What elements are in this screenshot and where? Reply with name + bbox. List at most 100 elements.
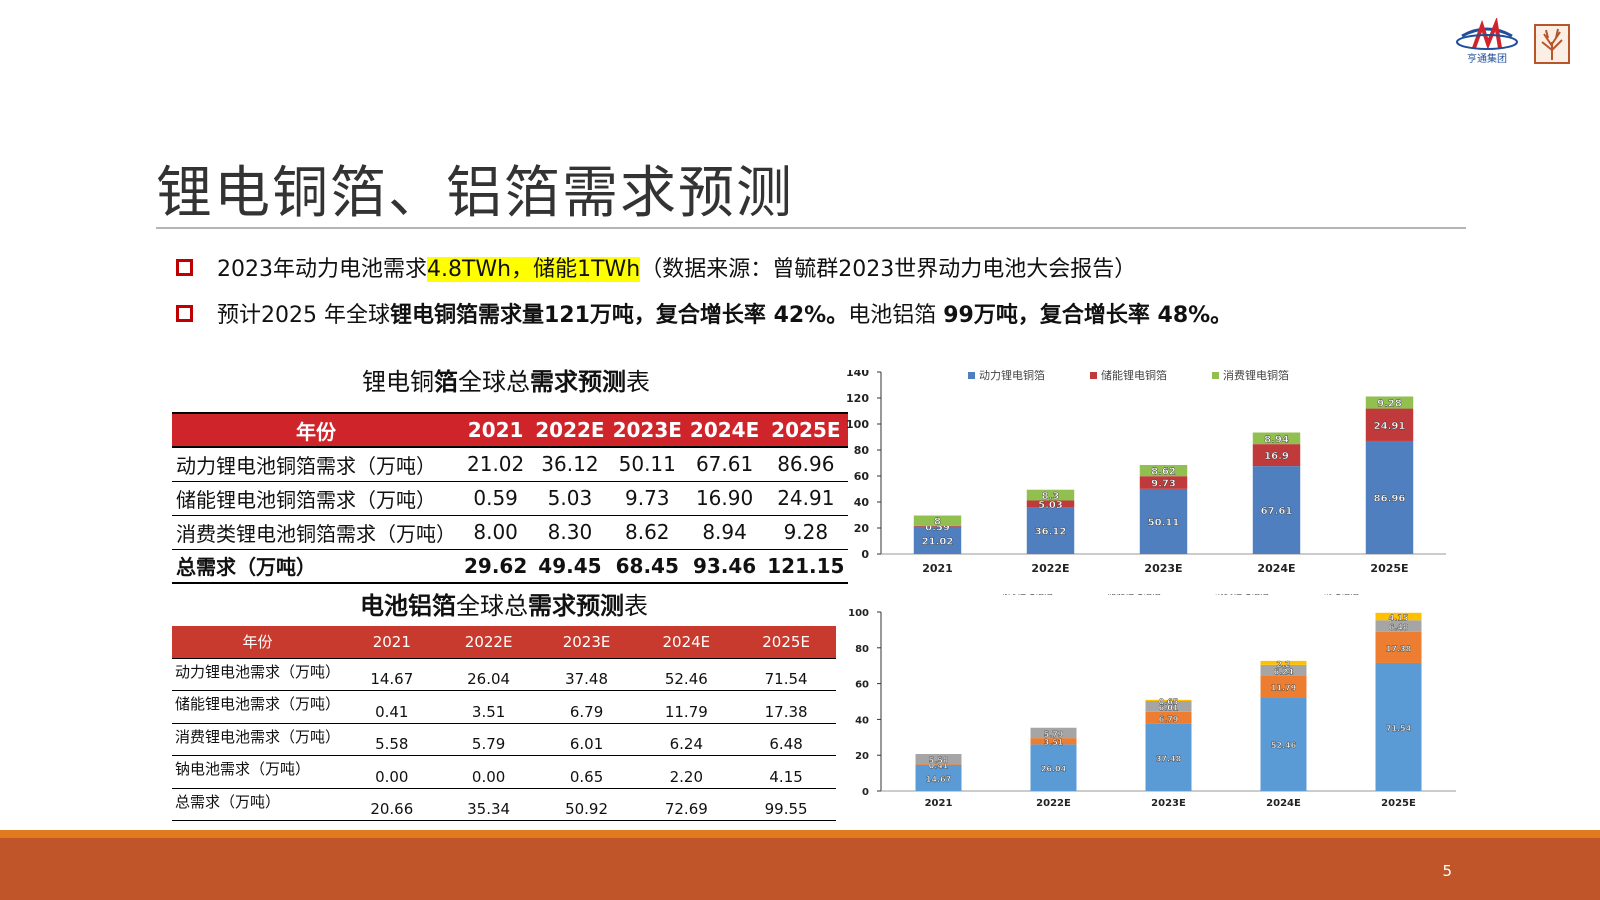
table-cell: 9.73 bbox=[608, 481, 686, 516]
data-label: 67.61 bbox=[1261, 506, 1293, 517]
bar-segment bbox=[1375, 631, 1422, 663]
bullet-list: 2023年动力电池需求4.8TWh，储能1TWh（数据来源：曾毓群2023世界动… bbox=[176, 244, 1476, 336]
legend-swatch bbox=[1212, 372, 1219, 379]
table-cell: 2.20 bbox=[636, 755, 737, 789]
row-label: 动力锂电池需求（万吨） bbox=[172, 658, 344, 691]
table-cell: 24.91 bbox=[763, 481, 849, 516]
table-cell: 9.28 bbox=[763, 515, 849, 550]
bar-segment bbox=[1145, 699, 1192, 701]
table-header-cell: 2024E bbox=[636, 626, 737, 659]
y-tick-label: 80 bbox=[855, 644, 869, 655]
data-label: 6.24 bbox=[1274, 667, 1294, 676]
bar-segment bbox=[1139, 488, 1188, 554]
table-cell: 52.46 bbox=[636, 658, 737, 691]
bullet-text-part: （数据来源：曾毓群2023世界动力电池大会报告） bbox=[640, 257, 1137, 282]
table-cell: 11.79 bbox=[636, 690, 737, 724]
table-cell: 50.92 bbox=[536, 788, 637, 821]
data-label: 14.67 bbox=[926, 775, 951, 784]
table-header-cell: 2025E bbox=[736, 626, 836, 659]
table-row: 消费锂电池需求（万吨） 5.58 5.79 6.01 6.24 6.48 bbox=[172, 723, 836, 756]
table-cell: 49.45 bbox=[531, 549, 609, 584]
x-tick-label: 2021 bbox=[925, 798, 953, 809]
data-label: 17.38 bbox=[1386, 644, 1412, 653]
row-label: 钠电池需求（万吨） bbox=[172, 755, 344, 789]
table-cell: 29.62 bbox=[460, 549, 532, 584]
table-header-cell: 2024E bbox=[685, 412, 764, 448]
bar-segment bbox=[1252, 444, 1301, 467]
table-header-cell: 2022E bbox=[440, 626, 537, 659]
copper-title-part: 需求预测 bbox=[530, 368, 626, 396]
square-bullet-icon bbox=[176, 304, 193, 322]
bar-segment bbox=[1252, 432, 1301, 445]
table-header-cell: 2021 bbox=[460, 412, 532, 448]
table-cell: 72.69 bbox=[636, 788, 737, 821]
data-label: 36.12 bbox=[1035, 527, 1067, 538]
bar-segment bbox=[1139, 476, 1188, 489]
tree-logo-icon bbox=[1534, 24, 1570, 64]
data-label: 6.48 bbox=[1389, 623, 1409, 632]
bar-segment bbox=[1026, 489, 1075, 501]
table-row: 储能锂电池需求（万吨） 0.41 3.51 6.79 11.79 17.38 bbox=[172, 690, 836, 724]
bar-segment bbox=[1260, 697, 1307, 791]
table-cell: 5.58 bbox=[343, 723, 441, 756]
table-row: 钠电池需求（万吨） 0.00 0.00 0.65 2.20 4.15 bbox=[172, 755, 836, 789]
table-cell: 0.00 bbox=[440, 755, 537, 789]
data-label: 3.51 bbox=[1044, 738, 1064, 747]
table-cell: 0.41 bbox=[343, 690, 441, 724]
data-label: 5.03 bbox=[1038, 500, 1063, 511]
bar-segment bbox=[1030, 727, 1077, 739]
data-label: 37.48 bbox=[1156, 754, 1182, 763]
bullet-item: 2023年动力电池需求4.8TWh，储能1TWh（数据来源：曾毓群2023世界动… bbox=[176, 244, 1476, 290]
x-tick-label: 2024E bbox=[1257, 562, 1295, 575]
row-label: 动力锂电池铜箔需求（万吨） bbox=[172, 447, 460, 482]
legend-entry: 储能锂电铝箔 bbox=[1107, 594, 1161, 597]
row-label: 储能锂电池铜箔需求（万吨） bbox=[172, 481, 460, 516]
data-label: 6.79 bbox=[1159, 715, 1179, 724]
copper-stacked-bar-chart: 0 20 40 60 80 100 120 140 21.02 0.59 8 2021 36.12 5.0… bbox=[846, 370, 1476, 588]
data-label: 26.04 bbox=[1041, 765, 1067, 774]
bullet-bold: 锂电铜箔需求量121万吨，复合增长率 42%。 bbox=[389, 303, 849, 328]
table-cell: 99.55 bbox=[736, 788, 836, 821]
x-tick-label: 2025E bbox=[1370, 562, 1408, 575]
data-label: 2.2 bbox=[1276, 660, 1290, 669]
table-cell: 5.79 bbox=[440, 723, 537, 756]
table-cell: 5.03 bbox=[531, 481, 609, 516]
table-cell: 68.45 bbox=[608, 549, 686, 584]
data-label: 4.15 bbox=[1389, 614, 1409, 623]
bar-segment bbox=[1260, 675, 1307, 698]
bar-segment bbox=[915, 754, 962, 765]
data-label: 8.3 bbox=[1042, 491, 1060, 502]
footer-bar bbox=[0, 830, 1600, 900]
data-label: 0.65 bbox=[1159, 697, 1179, 706]
aluminum-table-title: 电池铝箔全球总需求预测表 bbox=[172, 586, 836, 621]
bar-segment bbox=[1026, 507, 1075, 554]
bullet-text-part: 预计2025 年全球 bbox=[217, 303, 390, 328]
table-cell: 3.51 bbox=[440, 690, 537, 724]
table-header-cell: 2022E bbox=[531, 412, 609, 448]
bar-segment bbox=[913, 515, 962, 526]
data-label: 71.54 bbox=[1386, 724, 1412, 733]
bullet-text-part: 电池铝箔 bbox=[848, 303, 944, 328]
table-cell: 6.79 bbox=[536, 690, 637, 724]
bar-segment bbox=[1375, 612, 1422, 621]
legend-swatch bbox=[968, 372, 975, 379]
table-cell: 50.11 bbox=[608, 447, 686, 482]
bar-segment bbox=[1030, 738, 1077, 745]
legend-swatch bbox=[1090, 372, 1097, 379]
bar-segment bbox=[915, 764, 962, 791]
aluminum-title-part: 需求预测 bbox=[528, 592, 624, 620]
copper-demand-table: 年份 2021 2022E 2023E 2024E 2025E 动力锂电池铜箔需求（万吨）… bbox=[172, 412, 849, 584]
bar-segment bbox=[1365, 440, 1414, 554]
table-cell: 20.66 bbox=[343, 788, 441, 821]
bar-segment bbox=[1145, 723, 1192, 791]
aluminum-title-part: 表 bbox=[624, 592, 648, 620]
copper-title-part: 锂电铜 bbox=[362, 368, 434, 396]
table-header-row: 年份 2021 2022E 2023E 2024E 2025E bbox=[172, 626, 836, 659]
bar-segment bbox=[1145, 711, 1192, 724]
table-cell: 4.15 bbox=[736, 755, 836, 789]
y-tick-label: 0 bbox=[862, 787, 869, 798]
table-cell: 121.15 bbox=[763, 549, 849, 584]
data-label: 0.41 bbox=[929, 761, 949, 770]
bullet-text: 预计2025 年全球锂电铜箔需求量121万吨，复合增长率 42%。电池铝箔 99… bbox=[217, 297, 1232, 329]
y-tick-label: 100 bbox=[846, 418, 869, 431]
